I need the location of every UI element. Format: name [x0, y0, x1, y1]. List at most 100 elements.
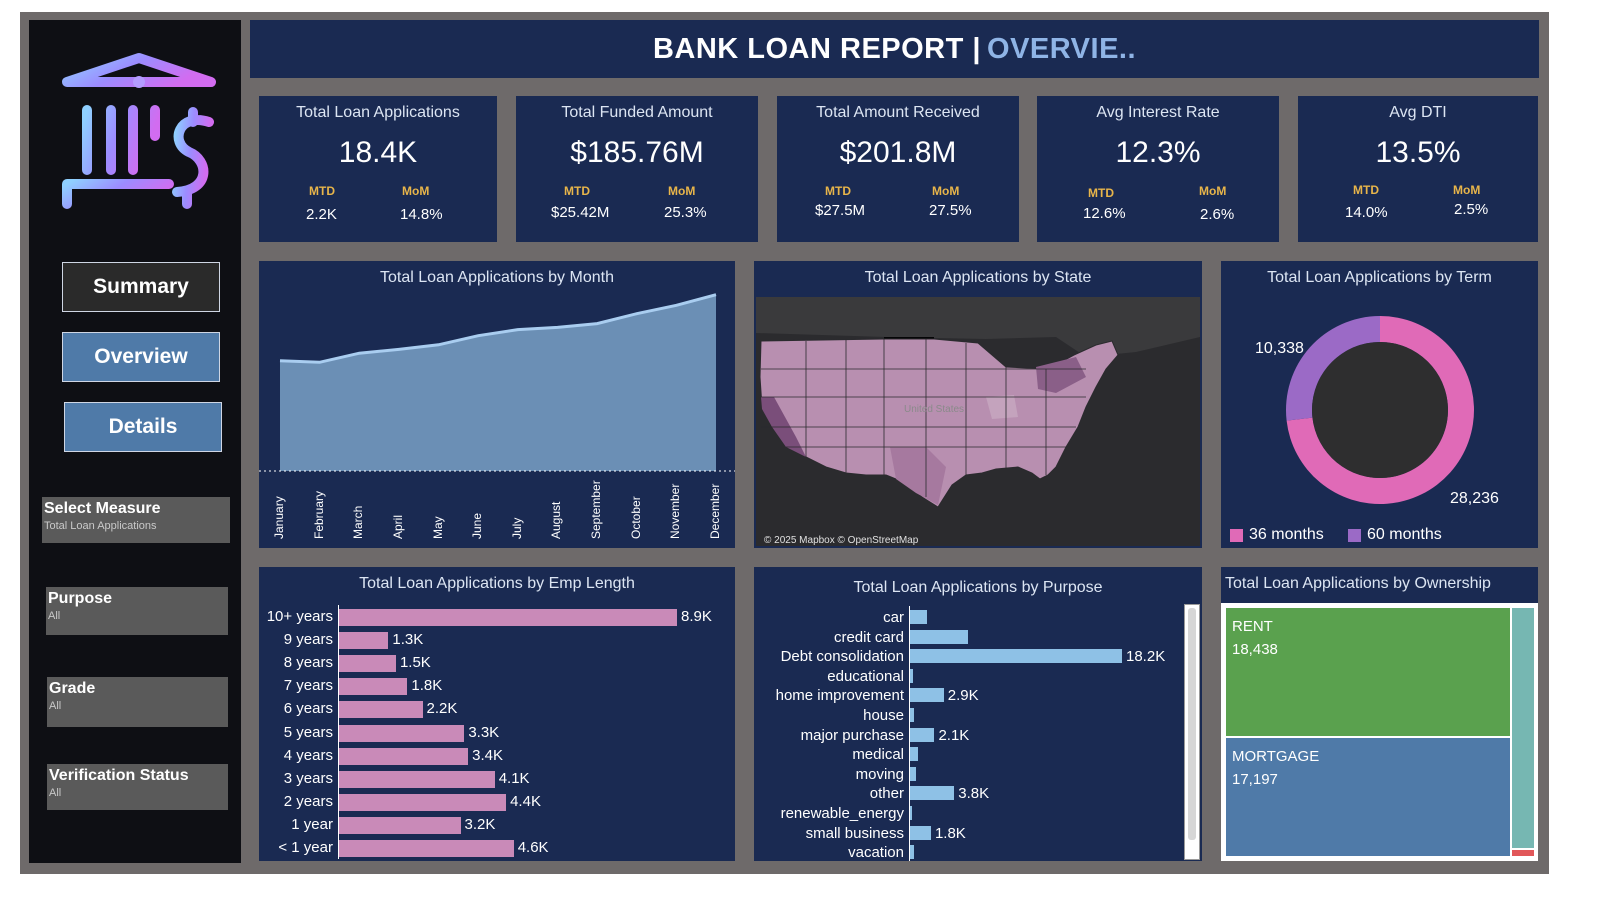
bar-value-label: 3.8K [958, 785, 990, 803]
term-value-label-36: 28,236 [1450, 490, 1499, 507]
filter-verification-status[interactable]: Verification Status All [47, 764, 228, 810]
bar[interactable] [339, 655, 396, 673]
donut-hole [1312, 342, 1448, 478]
bar[interactable] [339, 678, 408, 696]
bar[interactable] [910, 806, 912, 820]
kpi-mtd-label: MTD [564, 184, 590, 198]
month-tick-label: January [272, 496, 286, 539]
bar-category-label: 5 years [283, 723, 333, 741]
chart-title: Total Loan Applications by Emp Length [359, 575, 635, 592]
bar[interactable] [910, 649, 1122, 664]
month-tick-label: December [708, 483, 722, 539]
month-tick-label: April [390, 514, 405, 539]
bar-value-label: 3.4K [472, 746, 503, 764]
bar-value-label: 3.2K [464, 815, 496, 833]
kpi-title: Avg DTI [1389, 104, 1447, 121]
summary-button[interactable]: Summary [62, 262, 220, 312]
bar[interactable] [910, 668, 914, 683]
page-title: BANK LOAN REPORT | [652, 32, 982, 65]
bar-category-label: other [869, 785, 904, 803]
filter-label: Purpose [48, 590, 113, 607]
bar-category-label: credit card [833, 628, 904, 646]
bar[interactable] [910, 727, 935, 742]
bar[interactable] [910, 629, 969, 644]
bar[interactable] [339, 770, 495, 788]
kpi-card-avg-interest-rate: Avg Interest Rate 12.3% MTD MoM 12.6% 2.… [1037, 96, 1279, 242]
term-value-label-60: 10,338 [1255, 340, 1304, 357]
term-chart-panel: Total Loan Applications by Term 10,338 2… [1221, 261, 1538, 548]
ownership-chart-panel: Total Loan Applications by Ownership REN… [1221, 567, 1538, 861]
us-state-map[interactable]: United States © 2025 Mapbox © OpenStreet… [756, 297, 1200, 546]
bar-axis-line [338, 605, 339, 860]
legend-swatch-purple [1348, 528, 1361, 542]
kpi-mom-value: 2.6% [1200, 206, 1235, 223]
purpose-chart-panel: Total Loan Applications by Purpose car cr… [754, 567, 1202, 861]
treemap-cell-rent[interactable]: RENT 18,438 [1226, 608, 1510, 736]
legend-item-36[interactable]: 36 months [1230, 526, 1324, 544]
treemap-cell-mortgage[interactable]: MORTGAGE 17,197 [1226, 738, 1510, 856]
sidebar: Summary Overview Details Select Measure … [29, 20, 241, 863]
month-area [280, 294, 716, 471]
kpi-mtd-label: MTD [1353, 183, 1379, 197]
filter-select-measure[interactable]: Select Measure Total Loan Applications [42, 497, 230, 543]
donut-slice-60-months [1286, 316, 1380, 421]
bar[interactable] [910, 766, 917, 781]
bar-value-label: 1.8K [934, 824, 966, 842]
bar[interactable] [339, 816, 461, 834]
filter-value: Total Loan Applications [44, 520, 157, 532]
bar-category-label: car [883, 609, 904, 626]
bar[interactable] [339, 747, 469, 765]
filter-grade[interactable]: Grade All [47, 677, 228, 727]
treemap-cell-other[interactable] [1512, 608, 1534, 848]
bar-category-label: Debt consolidation [780, 648, 904, 666]
kpi-mtd-value: 2.2K [306, 206, 337, 223]
bar-category-label: vacation [848, 844, 904, 862]
kpi-value: 18.4K [338, 136, 418, 169]
page-title-accent: OVERVIE.. [987, 32, 1137, 65]
bar-category-label: renewable_energy [780, 805, 904, 822]
kpi-mom-label: MoM [402, 184, 430, 198]
bar-category-label: 2 years [283, 792, 333, 810]
overview-button[interactable]: Overview [62, 332, 220, 382]
kpi-mtd-value: 12.6% [1083, 205, 1126, 222]
bar[interactable] [339, 724, 465, 742]
filter-value: All [49, 787, 62, 799]
bar-value-label: 8.9K [681, 608, 712, 625]
bar-category-label: 8 years [283, 654, 333, 672]
bar-value-label: 2.1K [938, 726, 970, 744]
month-tick-label: June [470, 512, 485, 539]
bar[interactable] [339, 609, 677, 626]
legend-label: 60 months [1367, 526, 1442, 543]
bar[interactable] [910, 825, 931, 840]
bar[interactable] [339, 840, 514, 857]
term-donut-chart [1286, 316, 1474, 504]
bar[interactable] [910, 747, 918, 762]
purpose-scrollbar[interactable] [1184, 604, 1200, 860]
bar[interactable] [910, 610, 928, 624]
bar[interactable] [910, 708, 915, 722]
filter-purpose[interactable]: Purpose All [46, 587, 228, 635]
bar[interactable] [339, 701, 423, 719]
bar[interactable] [910, 786, 955, 801]
filter-label: Verification Status [49, 767, 189, 784]
month-area-chart [259, 293, 735, 472]
bar[interactable] [910, 688, 944, 703]
month-tick-label: March [351, 505, 366, 539]
bar[interactable] [339, 793, 507, 811]
legend-swatch-pink [1230, 528, 1243, 542]
kpi-mom-value: 2.5% [1454, 201, 1489, 218]
bank-dollar-icon [62, 53, 216, 209]
treemap-cell-none[interactable] [1512, 850, 1534, 856]
kpi-mom-value: 14.8% [400, 206, 443, 223]
bar[interactable] [910, 845, 915, 860]
month-tick-label: February [311, 490, 326, 539]
treemap-label: RENT [1232, 618, 1273, 635]
details-button[interactable]: Details [64, 402, 222, 452]
bar-value-label: 1.5K [399, 654, 431, 672]
bar[interactable] [339, 632, 389, 650]
chart-title: Total Loan Applications by Purpose [853, 579, 1103, 596]
month-tick-label: July [509, 517, 524, 539]
legend-item-60[interactable]: 60 months [1348, 526, 1442, 544]
scrollbar-thumb[interactable] [1188, 608, 1196, 840]
chart-title: Total Loan Applications by Month [380, 269, 614, 286]
